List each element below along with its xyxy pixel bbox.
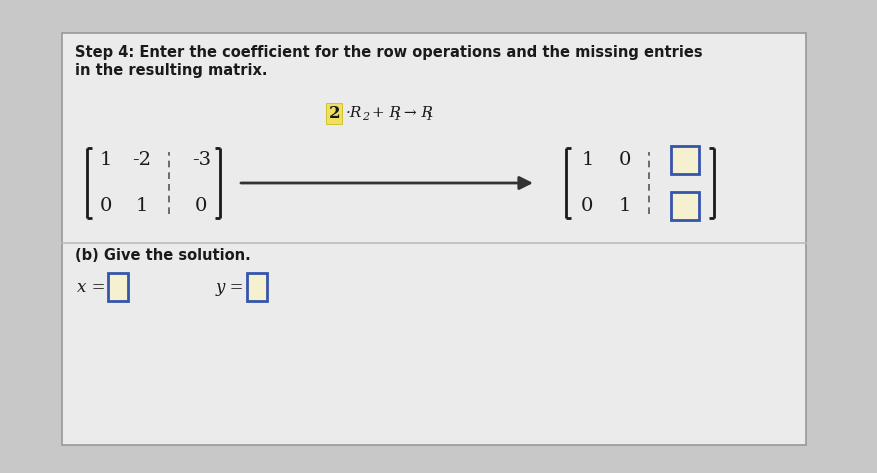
FancyBboxPatch shape (671, 146, 698, 174)
Text: → R: → R (399, 106, 433, 120)
FancyBboxPatch shape (671, 192, 698, 220)
FancyBboxPatch shape (247, 273, 267, 301)
Text: 2: 2 (329, 105, 340, 122)
Text: (b) Give the solution.: (b) Give the solution. (75, 248, 251, 263)
Text: 1: 1 (100, 151, 112, 169)
Text: 2: 2 (362, 112, 369, 122)
FancyBboxPatch shape (108, 273, 128, 301)
Text: y =: y = (216, 280, 244, 297)
Text: in the resulting matrix.: in the resulting matrix. (75, 63, 267, 78)
Text: Step 4: Enter the coefficient for the row operations and the missing entries: Step 4: Enter the coefficient for the ro… (75, 45, 703, 60)
Text: 0: 0 (196, 197, 208, 215)
FancyBboxPatch shape (61, 33, 806, 445)
Text: -2: -2 (132, 151, 152, 169)
Text: 0: 0 (100, 197, 112, 215)
Text: 1: 1 (393, 112, 400, 122)
Text: -3: -3 (192, 151, 211, 169)
Text: ·R: ·R (346, 106, 361, 120)
Text: + R: + R (367, 106, 401, 120)
Text: 1: 1 (136, 197, 148, 215)
Text: 1: 1 (619, 197, 631, 215)
Text: 1: 1 (425, 112, 432, 122)
FancyBboxPatch shape (326, 103, 342, 124)
Text: 0: 0 (581, 197, 594, 215)
Text: 1: 1 (581, 151, 594, 169)
Text: x =: x = (76, 280, 105, 297)
Text: 0: 0 (619, 151, 631, 169)
